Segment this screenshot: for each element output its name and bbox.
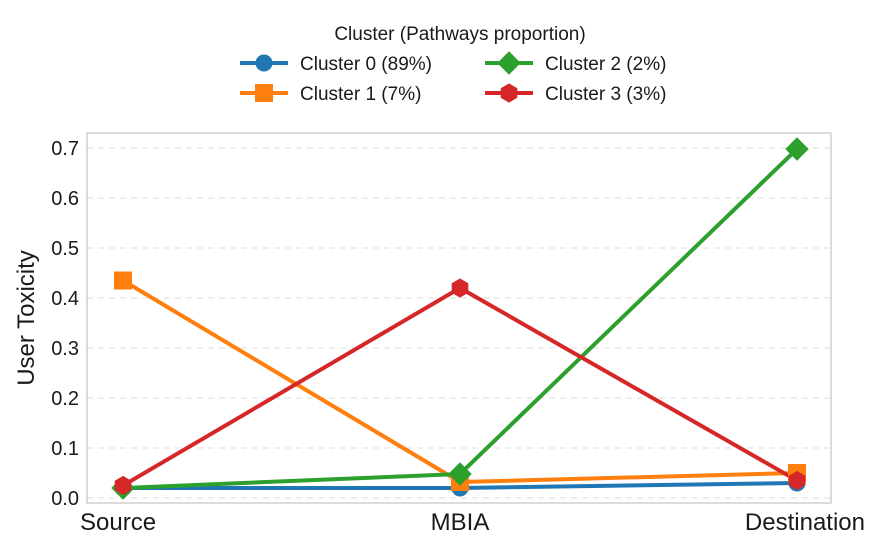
legend-item: Cluster 0 (89%) (240, 54, 432, 75)
marker-hexagon (788, 470, 806, 491)
marker-diamond (497, 51, 521, 75)
legend-label: Cluster 1 (7%) (300, 84, 421, 105)
series-lines (121, 147, 799, 490)
marker-diamond (448, 462, 472, 486)
series-line (121, 278, 798, 484)
y-tick-label: 0.2 (51, 388, 79, 410)
series-markers (111, 137, 809, 500)
series-line (121, 286, 798, 488)
marker-circle (255, 54, 273, 72)
y-tick-label: 0.0 (51, 488, 79, 510)
x-tick-label: Destination (745, 509, 865, 536)
plot-frame (86, 132, 832, 504)
marker-diamond (785, 137, 809, 161)
legend-label: Cluster 0 (89%) (300, 54, 432, 75)
marker-square (255, 84, 273, 102)
legend-item: Cluster 2 (2%) (485, 51, 666, 75)
legend-label: Cluster 2 (2%) (545, 54, 666, 75)
marker-hexagon (500, 83, 518, 103)
series-line (122, 147, 799, 490)
y-tick-label: 0.5 (51, 238, 79, 260)
grid-lines (87, 147, 831, 499)
legend-items: Cluster 0 (89%) Cluster 1 (7%) Cluster 2 (… (240, 51, 666, 105)
legend-title: Cluster (Pathways proportion) (334, 24, 585, 45)
y-axis-label: User Toxicity (13, 250, 40, 386)
x-tick-label: MBIA (431, 509, 490, 536)
legend: Cluster (Pathways proportion) Cluster 0 … (240, 24, 666, 105)
marker-hexagon (451, 278, 469, 298)
y-tick-label: 0.4 (51, 288, 79, 310)
legend-label: Cluster 3 (3%) (545, 84, 666, 105)
marker-square (114, 271, 132, 290)
x-tick-label: Source (80, 509, 156, 536)
legend-item: Cluster 3 (3%) (485, 83, 666, 105)
legend-item: Cluster 1 (7%) (240, 84, 421, 105)
marker-hexagon (114, 475, 132, 496)
y-tick-label: 0.7 (51, 138, 79, 160)
y-tick-label: 0.1 (51, 438, 79, 460)
y-tick-label: 0.3 (51, 338, 79, 360)
y-axis: 0.0 0.1 0.2 0.3 0.4 0.5 0.6 0.7 (51, 138, 79, 510)
x-axis: Source MBIA Destination (80, 509, 865, 536)
y-tick-label: 0.6 (51, 188, 79, 210)
